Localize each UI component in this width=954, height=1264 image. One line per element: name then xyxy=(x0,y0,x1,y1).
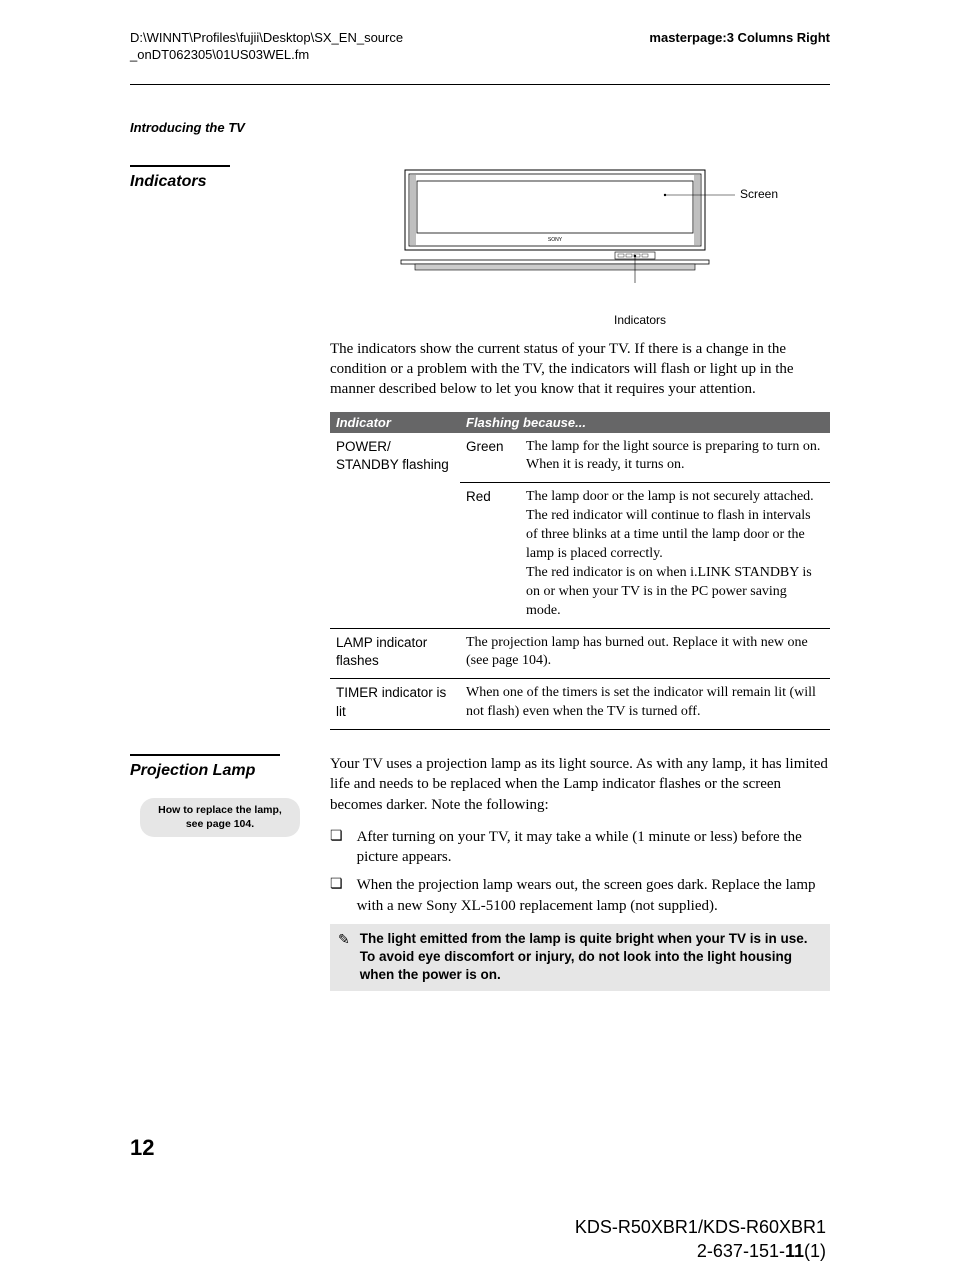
list-item: ❏ When the projection lamp wears out, th… xyxy=(330,875,830,916)
page-number: 12 xyxy=(130,1135,154,1161)
footer-doc-post: (1) xyxy=(804,1241,826,1261)
cell-green: Green xyxy=(460,433,520,483)
cell-power-standby: POWER/ STANDBY flashing xyxy=(330,433,460,629)
projection-heading: Projection Lamp xyxy=(130,754,280,780)
brand-text: SONY xyxy=(548,237,563,243)
cell-lamp: LAMP indicator flashes xyxy=(330,628,460,679)
cell-timer: TIMER indicator is lit xyxy=(330,679,460,730)
masterpage-label: masterpage:3 Columns Right xyxy=(649,30,830,64)
doc-path-line2: _onDT062305\01US03WEL.fm xyxy=(130,47,309,62)
cell-timer-desc: When one of the timers is set the indica… xyxy=(460,679,830,730)
cell-red-desc: The lamp door or the lamp is not securel… xyxy=(520,483,830,628)
bullet-text: After turning on your TV, it may take a … xyxy=(357,827,830,868)
screen-callout-label: Screen xyxy=(740,187,778,201)
chapter-title: Introducing the TV xyxy=(130,120,830,135)
indicators-table: Indicator Flashing because... POWER/ STA… xyxy=(330,412,830,731)
footer-model: KDS-R50XBR1/KDS-R60XBR1 xyxy=(575,1217,826,1237)
projection-intro: Your TV uses a projection lamp as its li… xyxy=(330,754,830,815)
doc-path: D:\WINNT\Profiles\fujii\Desktop\SX_EN_so… xyxy=(130,30,403,64)
warning-note: ✎ The light emitted from the lamp is qui… xyxy=(330,924,830,991)
indicators-heading: Indicators xyxy=(130,165,230,191)
pencil-icon: ✎ xyxy=(338,930,350,985)
doc-header: D:\WINNT\Profiles\fujii\Desktop\SX_EN_so… xyxy=(130,30,830,85)
bullet-text: When the projection lamp wears out, the … xyxy=(357,875,830,916)
tv-diagram: SONY Screen xyxy=(395,165,765,305)
box-bullet-icon: ❏ xyxy=(330,827,343,868)
footer-doc-bold: 11 xyxy=(785,1241,804,1261)
list-item: ❏ After turning on your TV, it may take … xyxy=(330,827,830,868)
footer: KDS-R50XBR1/KDS-R60XBR1 2-637-151-11(1) xyxy=(575,1215,826,1264)
cell-red: Red xyxy=(460,483,520,628)
cell-green-desc: The lamp for the light source is prepari… xyxy=(520,433,830,483)
indicators-callout-label: Indicators xyxy=(450,313,830,327)
th-indicator: Indicator xyxy=(330,412,460,433)
indicators-intro: The indicators show the current status o… xyxy=(330,339,830,400)
projection-bullets: ❏ After turning on your TV, it may take … xyxy=(330,827,830,916)
warning-text: The light emitted from the lamp is quite… xyxy=(360,930,822,985)
cell-lamp-desc: The projection lamp has burned out. Repl… xyxy=(460,628,830,679)
replace-lamp-pill: How to replace the lamp, see page 104. xyxy=(140,798,300,837)
footer-doc-pre: 2-637-151- xyxy=(697,1241,785,1261)
box-bullet-icon: ❏ xyxy=(330,875,343,916)
th-flashing: Flashing because... xyxy=(460,412,830,433)
doc-path-line1: D:\WINNT\Profiles\fujii\Desktop\SX_EN_so… xyxy=(130,30,403,45)
